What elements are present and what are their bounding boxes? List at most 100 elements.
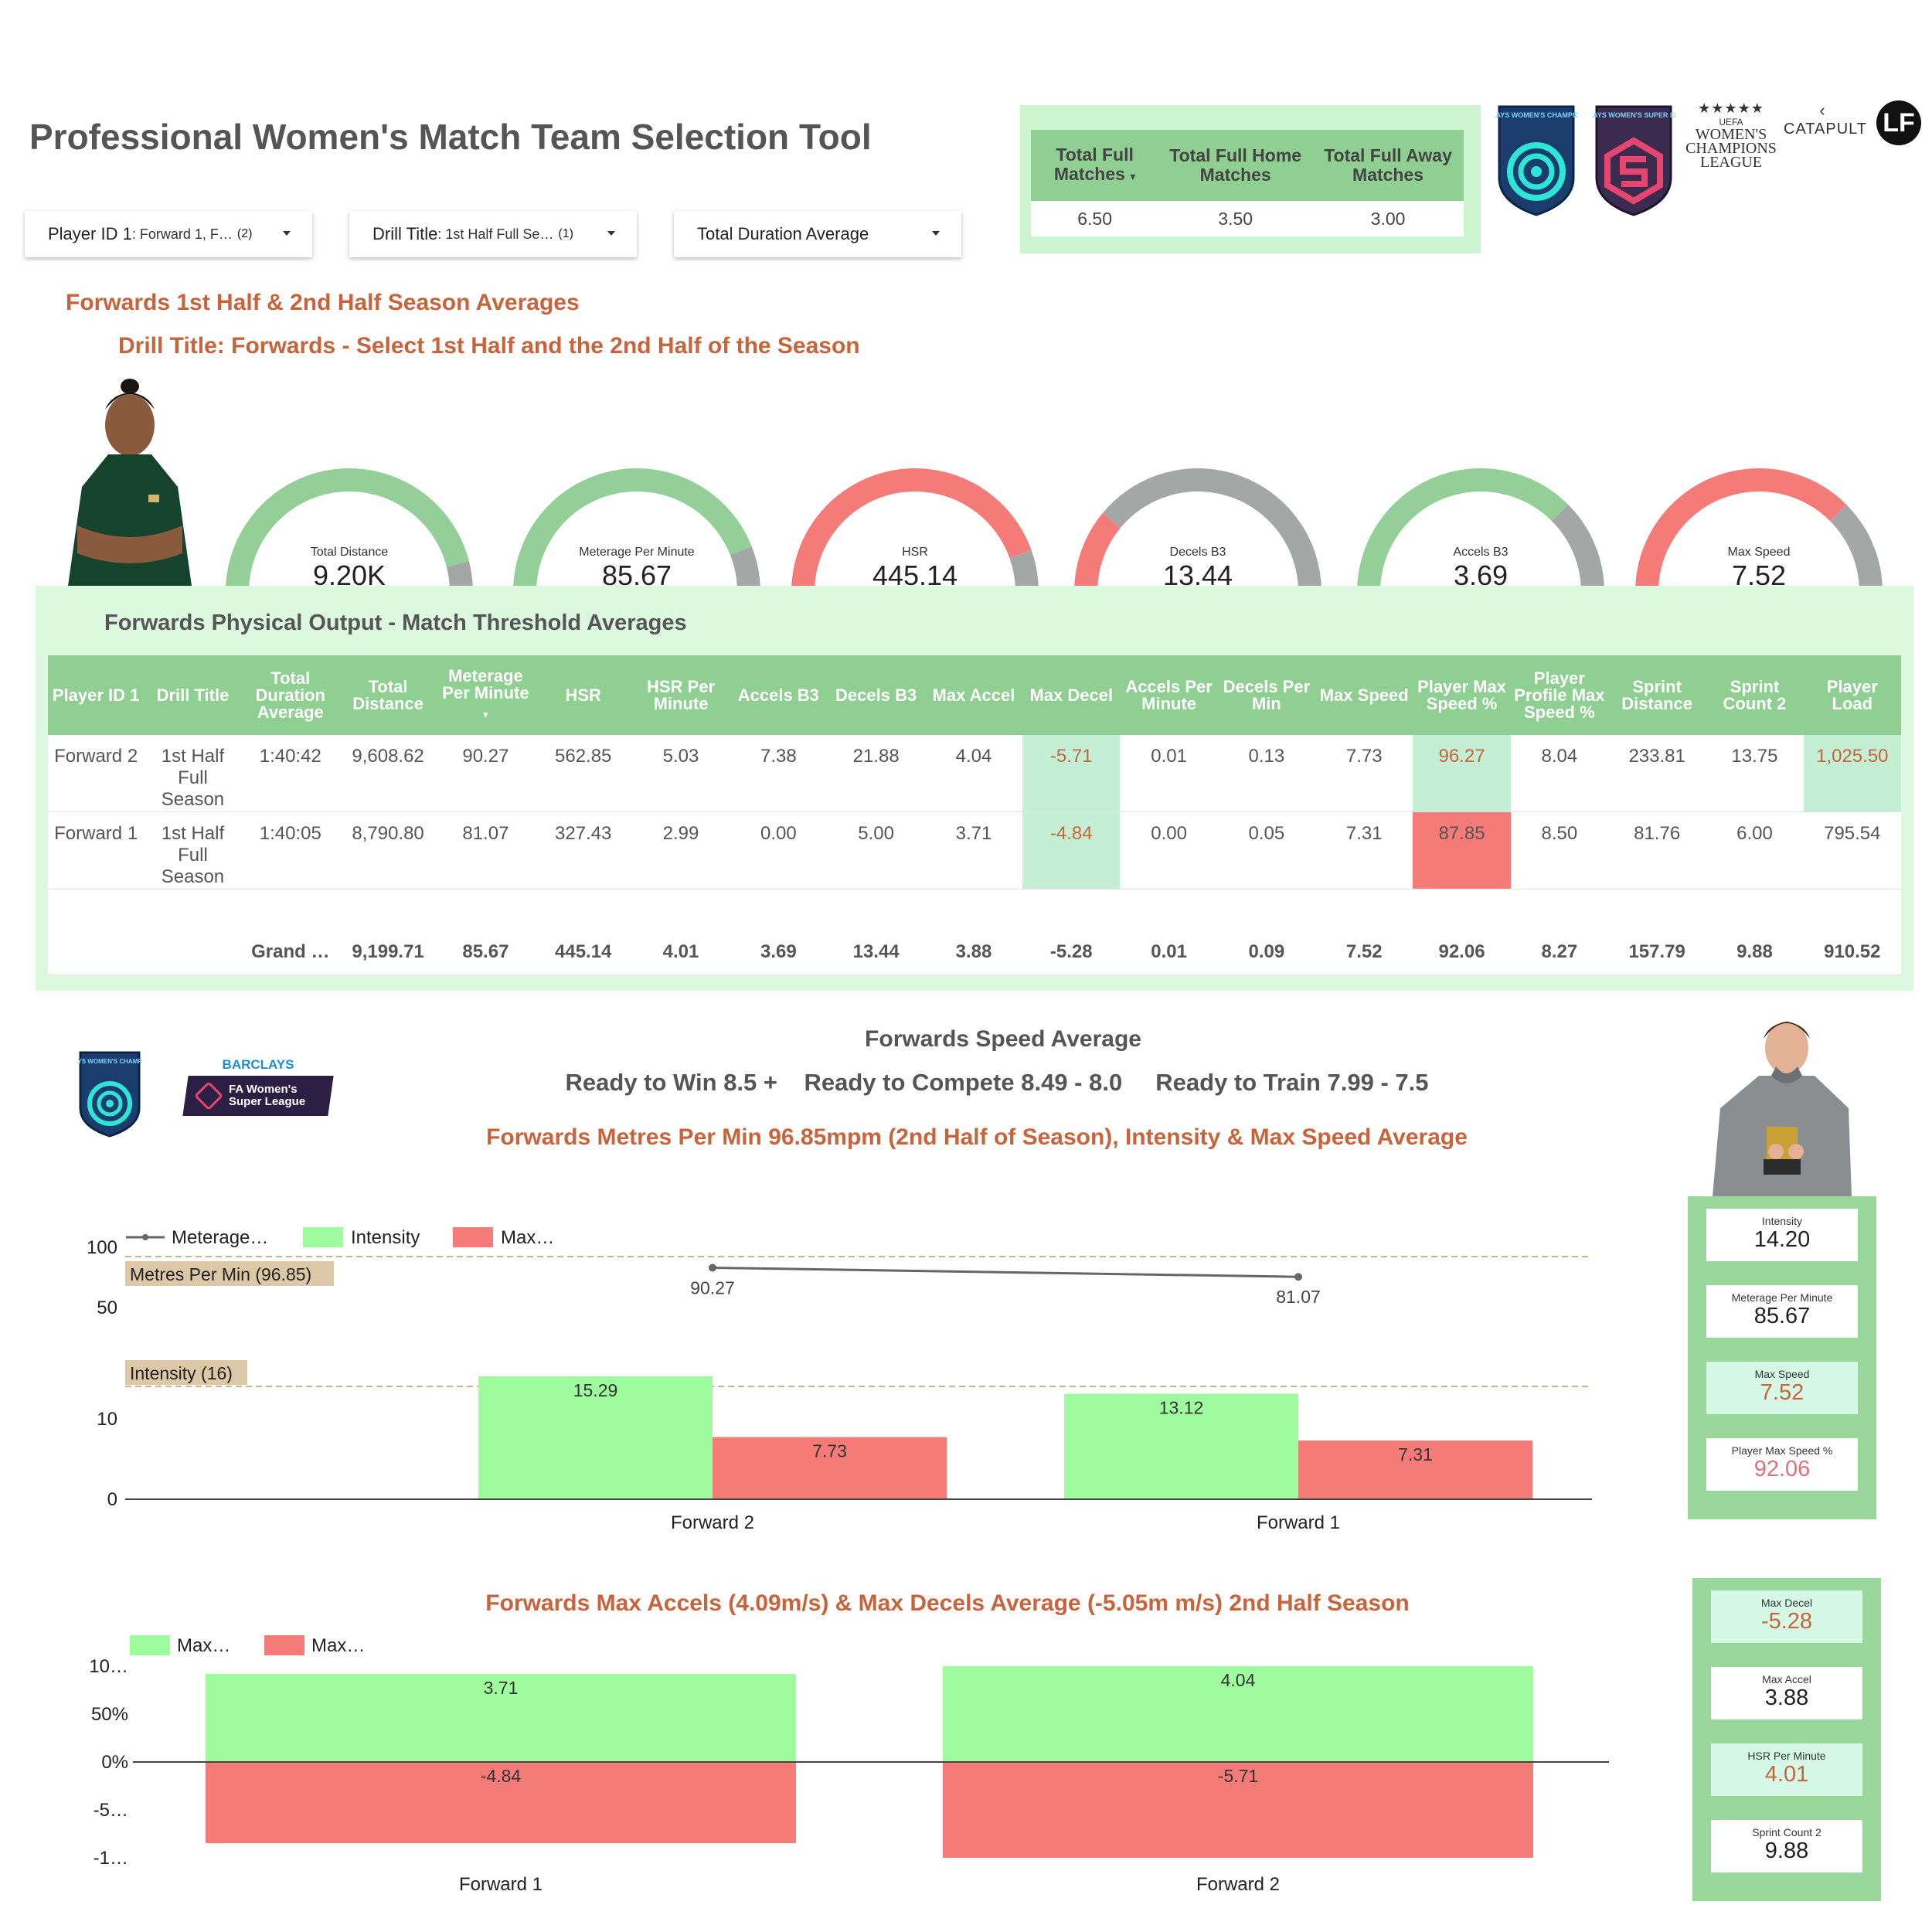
bar-max-accel [206, 1674, 796, 1762]
bar-value-label: 4.04 [1221, 1670, 1256, 1690]
col-header[interactable]: HSR [534, 655, 632, 735]
drill-filter-dropdown[interactable]: Drill Title: 1st Half Full Se… (1) [349, 211, 637, 257]
table-cell: 1st Half Full Season [144, 811, 242, 889]
kpi-label: Meterage Per Minute [1731, 1291, 1833, 1304]
reference-label: Metres Per Min (96.85) [130, 1264, 311, 1284]
table-cell: 7.38 [730, 735, 828, 812]
table-cell: 445.14 [534, 930, 632, 975]
table-cell: 90.27 [437, 735, 535, 812]
bar-max-decel [943, 1762, 1533, 1858]
kpi-card: Meterage Per Minute 85.67 [1706, 1285, 1858, 1338]
chart-legend: Max… Max… [130, 1635, 365, 1656]
bar-max-speed [1298, 1440, 1532, 1499]
table-cell: 5.03 [631, 735, 730, 812]
col-header[interactable]: Max Speed [1315, 655, 1413, 735]
col-header[interactable]: Total Full Matches ▾ [1031, 130, 1159, 201]
bar-max-accel [943, 1666, 1533, 1762]
col-header[interactable]: Total Full Away Matches [1312, 130, 1464, 201]
y-tick-label: -1… [94, 1848, 128, 1869]
y-tick-label: 50 [97, 1298, 117, 1318]
gauge-decels-b3: Decels B3 13.44 [1074, 468, 1321, 593]
legend-label: Max… [311, 1635, 365, 1656]
speed-bands: Ready to Win 8.5 + Ready to Compete 8.49… [565, 1069, 1429, 1096]
kpi-label: Max Decel [1760, 1597, 1813, 1609]
table-cell: 5.00 [827, 811, 925, 889]
kpi-card: Max Accel 3.88 [1711, 1667, 1862, 1719]
speed-section-title: Forwards Speed Average [865, 1026, 1141, 1052]
player-photo-coach [1713, 1022, 1852, 1196]
table-cell: 2.99 [631, 811, 730, 889]
caret-down-icon [607, 231, 615, 236]
gauge-fill [1635, 468, 1847, 593]
table-cell: 6.00 [1706, 811, 1804, 889]
legend-swatch [453, 1227, 493, 1247]
table-cell [144, 930, 242, 975]
table-cell: 8.04 [1510, 735, 1608, 812]
sort-desc-icon: ▾ [1130, 169, 1136, 182]
gauge-accels-b3: Accels B3 3.69 [1357, 468, 1604, 593]
col-header[interactable]: Player ID 1 [48, 655, 145, 735]
table-row[interactable]: Forward 2 1st Half Full Season 1:40:42 9,60… [48, 735, 1901, 812]
table-cell: 7.52 [1315, 930, 1413, 975]
table-cell: 0.05 [1217, 811, 1316, 889]
filter-label: Total Duration Average [697, 224, 869, 243]
table-cell: 8.27 [1510, 930, 1608, 975]
filter-count: (2) [236, 227, 253, 240]
col-header[interactable]: Sprint Distance [1607, 655, 1706, 735]
col-header[interactable]: Player Profile Max Speed % [1510, 655, 1608, 735]
col-header[interactable]: HSR Per Minute [631, 655, 730, 735]
legend-label: Max… [177, 1635, 230, 1656]
table-cell: Forward 2 [48, 735, 145, 812]
col-header[interactable]: Sprint Count 2 [1706, 655, 1804, 735]
col-header[interactable]: Total Distance [338, 655, 437, 735]
table-title: Forwards Physical Output - Match Thresho… [104, 611, 687, 635]
champions-league-logo: ★★★★★ UEFA WOMEN'S CHAMPIONS LEAGUE [1685, 100, 1777, 171]
col-header[interactable]: Accels Per Minute [1120, 655, 1218, 735]
x-tick-label: Forward 1 [459, 1874, 543, 1895]
col-header[interactable]: Total Duration Average [241, 655, 339, 735]
duration-metric-dropdown[interactable]: Total Duration Average [674, 211, 961, 257]
chart-legend: Meterage… Intensity Max… [126, 1227, 554, 1248]
womens-championship-logo: BARCLAYS WOMEN'S CHAMPIONSHIP [77, 1051, 142, 1138]
col-header[interactable]: Decels B3 [827, 655, 925, 735]
gauge-hsr: HSR 445.14 [791, 468, 1039, 593]
table-cell: 9,608.62 [338, 735, 437, 812]
x-tick-label: Forward 2 [671, 1512, 754, 1533]
table-cell: 0.01 [1120, 735, 1218, 812]
col-header[interactable]: Max Decel [1022, 655, 1121, 735]
kpi-card: HSR Per Minute 4.01 [1711, 1743, 1862, 1796]
col-header[interactable]: Accels B3 [730, 655, 828, 735]
bar-intensity [478, 1376, 713, 1499]
kpi-value: 3.88 [1764, 1685, 1809, 1710]
col-header[interactable]: Drill Title [144, 655, 242, 735]
col-header[interactable]: Meterage Per Minute ▾ [437, 655, 535, 735]
kpi-label: Max Speed [1754, 1368, 1810, 1380]
reference-label-bg [125, 1360, 247, 1385]
col-header[interactable]: Player Max Speed % [1413, 655, 1511, 735]
kpi-card: Player Max Speed % 92.06 [1706, 1438, 1858, 1491]
col-header[interactable]: Decels Per Min [1217, 655, 1316, 735]
matches-summary-table: Total Full Matches ▾ Total Full Home Mat… [1031, 130, 1464, 236]
logo-text: BARCLAYS WOMEN'S CHAMPIONSHIP [77, 1058, 142, 1065]
table-cell: -5.71 [1022, 735, 1121, 812]
table-cell: 4.01 [631, 930, 730, 975]
col-header[interactable]: Total Full Home Matches [1158, 130, 1313, 201]
player-filter-dropdown[interactable]: Player ID 1: Forward 1, F… (2) [25, 211, 312, 257]
col-header[interactable]: Player Load [1803, 655, 1901, 735]
chart1-title: Forwards Metres Per Min 96.85mpm (2nd Ha… [486, 1124, 1468, 1150]
line-point [709, 1264, 716, 1272]
table-row[interactable]: Forward 1 1st Half Full Season 1:40:05 8,79… [48, 811, 1901, 889]
table-cell: -5.28 [1022, 930, 1121, 975]
table-cell: 0.13 [1217, 735, 1316, 812]
kpi-value: 7.52 [1760, 1380, 1804, 1405]
col-header[interactable]: Max Accel [924, 655, 1023, 735]
kpi-label: HSR Per Minute [1747, 1750, 1826, 1762]
gauge-label: Max Speed [1727, 546, 1791, 559]
reference-label-bg [125, 1261, 334, 1286]
legend-label: Meterage… [172, 1227, 268, 1248]
x-tick-label: Forward 1 [1257, 1512, 1340, 1533]
accel-decel-chart: Max… Max… 10… 50% 0% -5… -1… 3.71 -4.84 Forward 1… [89, 1635, 1609, 1895]
table-cell: 21.88 [827, 735, 925, 812]
table-cell: Grand … [241, 930, 339, 975]
table-cell: 0.00 [730, 811, 828, 889]
